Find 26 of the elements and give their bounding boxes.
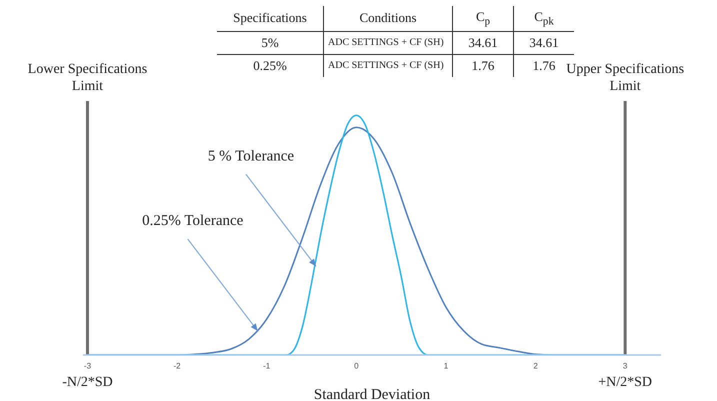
text: ADC SETTINGS + CF (SH) [324,31,452,54]
x-tick-label: -2 [174,362,182,371]
annotation: -N/2*SD [62,375,113,390]
x-tick-label: 1 [444,362,449,371]
text: ADC SETTINGS + CF (SH) [324,54,452,77]
text: 0.25% [252,56,288,75]
x-axis-title: Standard Deviation [314,387,431,401]
category-label: C$_{pk}$ [514,6,574,32]
x-tick-label: 2 [533,362,538,371]
text: 1.76 [532,58,556,73]
ref-line-label: Upper Specifications Limit [566,62,684,94]
annotation: 5 % Tolerance [208,148,294,164]
text: 1.76 [452,54,514,77]
x-tick-label: -1 [263,362,271,371]
annotation: 0.25% Tolerance [142,213,244,230]
category-label: C$_{p}$ [452,6,514,32]
category-label: Conditions [324,6,452,32]
ref-line-label: Lower Specifications Limit [28,62,148,94]
x-tick-label: 0 [354,362,360,371]
x-tick-label: -3 [84,362,92,371]
x-tick-label: 3 [622,362,628,371]
category-label: Specifications [217,6,324,32]
annotation: +N/2*SD [598,375,652,390]
text: 5% [217,31,324,54]
text: 34.61 [514,31,574,54]
text: 34.61 [452,31,514,54]
